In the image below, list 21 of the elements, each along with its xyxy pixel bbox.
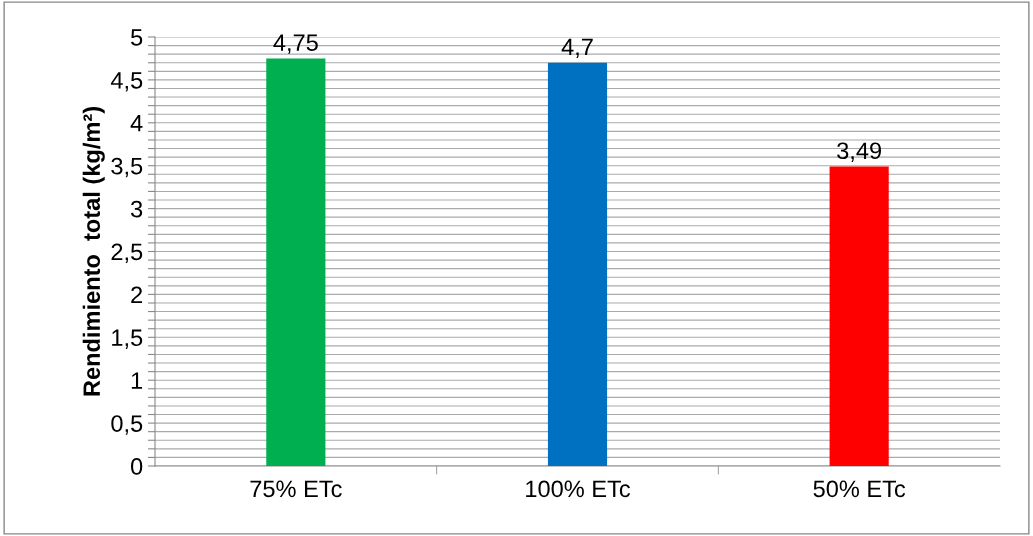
y-tick-label: 2,5: [111, 243, 143, 264]
x-tick-label: 50% ETc: [813, 480, 906, 498]
y-tick-label: 2: [131, 286, 143, 303]
data-label: 4,75: [273, 34, 318, 54]
bar: [547, 62, 608, 466]
y-tick-label: 5: [131, 29, 143, 46]
data-label: 3,49: [837, 142, 882, 162]
x-tick-label: 75% ETc: [250, 480, 342, 498]
x-tick-label: 100% ETc: [526, 480, 631, 498]
y-tick-label: 0: [130, 458, 143, 475]
bar: [829, 166, 889, 466]
y-axis-title: Rendimiento total (kg/m²): [82, 107, 105, 396]
y-tick-label: 0,5: [111, 415, 143, 435]
y-tick-label: 3,5: [111, 157, 143, 178]
y-tick-label: 3: [130, 200, 143, 218]
y-tick-label: 4,5: [110, 72, 143, 92]
y-tick-label: 1,5: [112, 329, 143, 349]
bar: [266, 58, 326, 466]
y-tick-label: 1: [131, 372, 143, 389]
data-label: 4,7: [561, 38, 593, 59]
y-tick-label: 4: [130, 115, 143, 132]
